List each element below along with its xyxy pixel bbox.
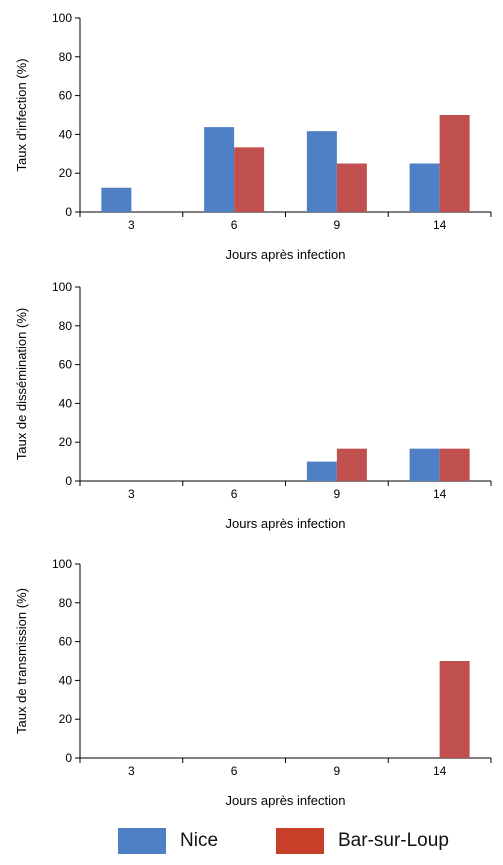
panel-2-y-tick-label: 40 [59, 396, 73, 410]
panel-1-y-tick-label: 20 [59, 166, 73, 180]
panel-1-y-tick-label: 80 [59, 50, 73, 64]
panel-3-x-tick-label: 9 [334, 764, 341, 778]
panel-3-y-tick-label: 0 [65, 751, 72, 765]
panel-2-bar-bar-sur-loup [336, 448, 367, 481]
legend-label-bar-sur-loup: Bar-sur-Loup [338, 830, 449, 851]
panel-2-x-tick-label: 9 [334, 487, 341, 501]
panel-1-bar-nice [409, 163, 440, 212]
panel-1-y-axis-title: Taux d'infection (%) [14, 58, 29, 171]
panel-2-x-axis-title: Jours après infection [226, 516, 346, 531]
panel-3-x-axis-title: Jours après infection [226, 793, 346, 808]
panel-1-bar-bar-sur-loup [439, 115, 470, 212]
legend-swatch-bar-sur-loup [276, 828, 324, 854]
panel-1-y-tick-label: 0 [65, 205, 72, 219]
panel-1-y-tick-label: 40 [59, 127, 73, 141]
panel-3-x-tick-label: 3 [128, 764, 135, 778]
panel-3-y-tick-label: 20 [59, 712, 73, 726]
panel-1-x-tick-label: 6 [231, 218, 238, 232]
panel-1-bar-nice [306, 131, 337, 212]
panel-2-y-tick-label: 20 [59, 435, 73, 449]
panel-1-x-tick-label: 9 [334, 218, 341, 232]
panel-2-y-tick-label: 100 [52, 280, 72, 294]
legend: Nice Bar-sur-Loup [0, 822, 503, 865]
panel-1-bar-bar-sur-loup [336, 163, 367, 212]
panel-2-bar-nice [306, 461, 337, 481]
legend-item-bar-sur-loup: Bar-sur-Loup [276, 828, 449, 854]
panel-2-x-tick-label: 3 [128, 487, 135, 501]
panel-1-bar-bar-sur-loup [234, 147, 265, 212]
panel-1-y-tick-label: 100 [52, 11, 72, 25]
panel-3-x-tick-label: 14 [433, 764, 447, 778]
panel-3-y-tick-label: 40 [59, 673, 73, 687]
panel-2-y-tick-label: 0 [65, 474, 72, 488]
panel-3-x-tick-label: 6 [231, 764, 238, 778]
panel-3-bar-bar-sur-loup [439, 661, 470, 758]
panel-3-y-tick-label: 60 [59, 635, 73, 649]
panel-2-y-tick-label: 80 [59, 319, 73, 333]
panel-2-y-tick-label: 60 [59, 358, 73, 372]
panel-3-y-tick-label: 80 [59, 596, 73, 610]
panel-1-bar-nice [101, 187, 132, 212]
panel-2-y-axis-title: Taux de dissémination (%) [14, 308, 29, 460]
panel-2-x-tick-label: 14 [433, 487, 447, 501]
panel-1-bar-nice [204, 127, 235, 212]
panel-3-y-tick-label: 100 [52, 557, 72, 571]
legend-item-nice: Nice [118, 828, 218, 854]
legend-swatch-nice [118, 828, 166, 854]
legend-label-nice: Nice [180, 830, 219, 851]
panel-1-x-tick-label: 14 [433, 218, 447, 232]
panel-2-bar-bar-sur-loup [439, 448, 470, 481]
panel-2-x-tick-label: 6 [231, 487, 238, 501]
panel-3-y-axis-title: Taux de transmission (%) [14, 588, 29, 734]
panel-2-bar-nice [409, 448, 440, 481]
panel-1-x-tick-label: 3 [128, 218, 135, 232]
panel-1-x-axis-title: Jours après infection [226, 247, 346, 262]
panel-1-y-tick-label: 60 [59, 89, 73, 103]
